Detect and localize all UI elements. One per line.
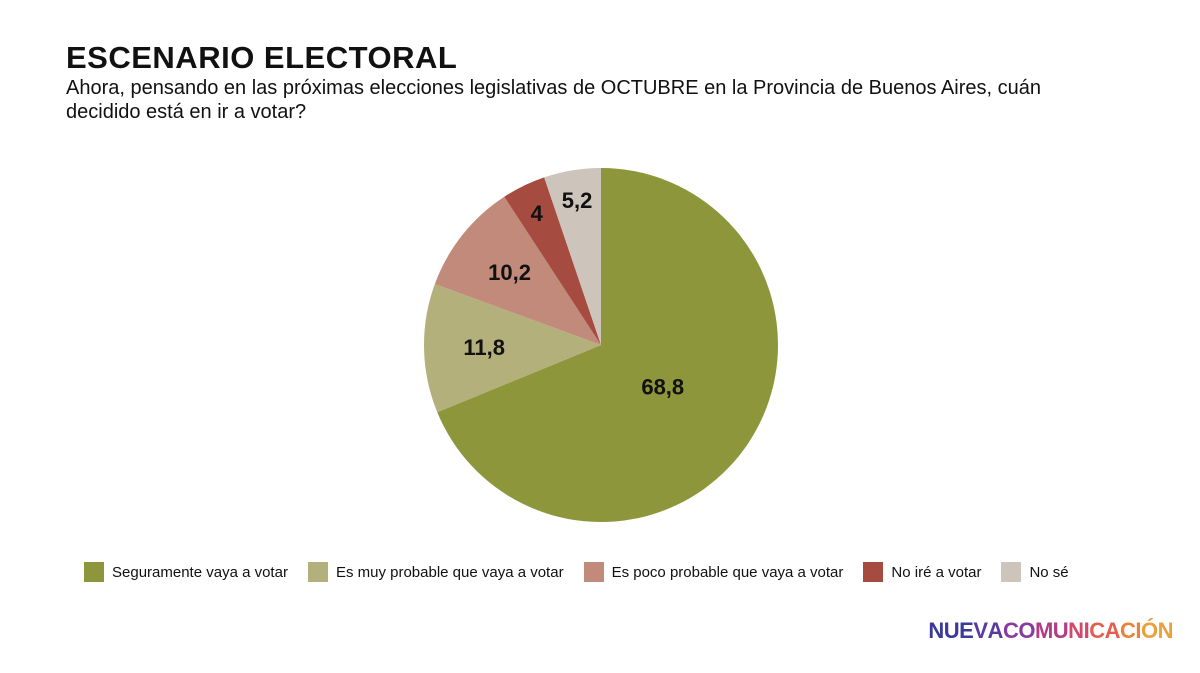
chart-legend: Seguramente vaya a votar Es muy probable … <box>84 562 1089 582</box>
legend-swatch <box>863 562 884 582</box>
chart-subtitle: Ahora, pensando en las próximas eleccion… <box>66 77 1041 123</box>
legend-label: Seguramente vaya a votar <box>112 563 288 581</box>
pie-slice-label: 11,8 <box>463 335 505 360</box>
pie-slice <box>504 177 601 345</box>
legend-item: Seguramente vaya a votar <box>84 562 288 582</box>
legend-item: No sé <box>1001 562 1069 582</box>
chart-title: ESCENARIO ELECTORAL <box>66 40 458 75</box>
legend-label: No iré a votar <box>891 563 982 581</box>
legend-swatch <box>84 562 104 582</box>
pie-slice <box>434 196 601 345</box>
legend-swatch <box>1001 562 1022 582</box>
legend-swatch <box>583 562 604 582</box>
pie-slice <box>424 283 601 413</box>
legend-label: Es muy probable que vaya a votar <box>335 563 564 581</box>
legend-swatch <box>307 562 328 582</box>
legend-item: Es poco probable que vaya a votar <box>583 562 844 582</box>
pie-chart: 68,8 11,8 10,2 4 5,2 <box>424 168 778 522</box>
pie-slice <box>437 168 778 522</box>
pie-slice <box>544 168 601 345</box>
pie-slice-label: 4 <box>531 201 544 226</box>
legend-item: Es muy probable que vaya a votar <box>307 562 564 582</box>
legend-item: No iré a votar <box>863 562 981 582</box>
legend-label: Es poco probable que vaya a votar <box>611 563 844 581</box>
legend-label: No sé <box>1029 563 1069 581</box>
pie-slice-label: 10,2 <box>488 260 531 285</box>
pie-slice-label: 68,8 <box>641 374 684 399</box>
pie-slice-label: 5,2 <box>562 188 593 213</box>
